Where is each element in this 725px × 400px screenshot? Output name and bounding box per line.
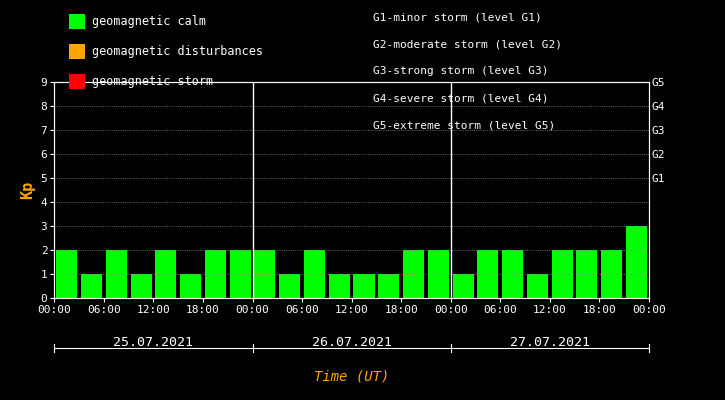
Bar: [304, 250, 325, 298]
Bar: [279, 274, 300, 298]
Bar: [57, 250, 78, 298]
Bar: [155, 250, 176, 298]
Bar: [552, 250, 573, 298]
Bar: [626, 226, 647, 298]
Bar: [452, 274, 473, 298]
Bar: [428, 250, 449, 298]
Text: geomagnetic storm: geomagnetic storm: [92, 75, 213, 88]
Text: G4-severe storm (level G4): G4-severe storm (level G4): [373, 94, 549, 104]
Bar: [576, 250, 597, 298]
Y-axis label: Kp: Kp: [20, 181, 35, 199]
Bar: [130, 274, 152, 298]
Bar: [180, 274, 201, 298]
Bar: [403, 250, 424, 298]
Text: G3-strong storm (level G3): G3-strong storm (level G3): [373, 66, 549, 76]
Bar: [502, 250, 523, 298]
Text: 25.07.2021: 25.07.2021: [113, 336, 194, 349]
Bar: [477, 250, 498, 298]
Bar: [328, 274, 349, 298]
Text: Time (UT): Time (UT): [314, 370, 389, 384]
Bar: [81, 274, 102, 298]
Text: geomagnetic calm: geomagnetic calm: [92, 15, 206, 28]
Bar: [205, 250, 226, 298]
Bar: [378, 274, 399, 298]
Text: G2-moderate storm (level G2): G2-moderate storm (level G2): [373, 39, 563, 49]
Bar: [601, 250, 622, 298]
Text: 26.07.2021: 26.07.2021: [312, 336, 392, 349]
Text: 27.07.2021: 27.07.2021: [510, 336, 590, 349]
Bar: [527, 274, 548, 298]
Bar: [354, 274, 375, 298]
Bar: [106, 250, 127, 298]
Text: geomagnetic disturbances: geomagnetic disturbances: [92, 45, 263, 58]
Text: G5-extreme storm (level G5): G5-extreme storm (level G5): [373, 121, 555, 131]
Bar: [230, 250, 251, 298]
Bar: [254, 250, 276, 298]
Text: G1-minor storm (level G1): G1-minor storm (level G1): [373, 12, 542, 22]
